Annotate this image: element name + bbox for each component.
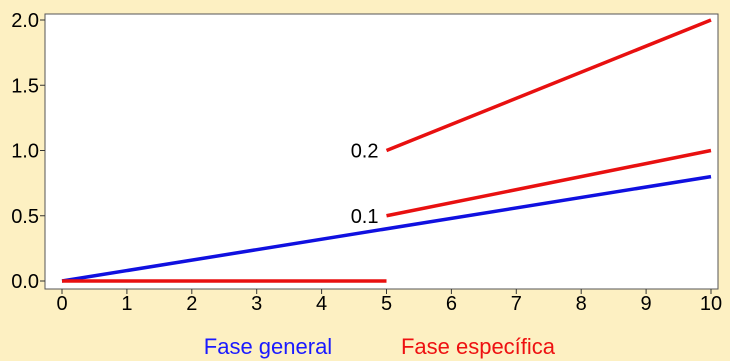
series-line-0 <box>61 174 712 283</box>
y-tick-label: 1.5 <box>11 75 39 97</box>
x-tick-label: 7 <box>511 293 522 315</box>
x-tick-label: 3 <box>251 293 262 315</box>
legend-entry-general: Fase general <box>204 334 332 359</box>
y-tick-label: 0.5 <box>11 206 39 228</box>
y-tick-label: 1.0 <box>11 141 39 163</box>
series-layer <box>61 18 712 283</box>
series-line-3 <box>385 18 712 153</box>
plot-area <box>44 13 719 290</box>
y-axis: 0.0 0.5 1.0 1.5 2.0 <box>11 10 45 293</box>
series-line-2 <box>386 148 712 218</box>
x-tick-label: 2 <box>186 293 197 315</box>
x-axis: 0 1 2 3 4 5 6 7 8 9 10 <box>56 289 722 315</box>
annotations: 0.1 0.2 <box>351 141 379 228</box>
series-label-3: 0.2 <box>351 141 379 163</box>
x-tick-label: 4 <box>316 293 327 315</box>
legend: Fase general Fase específica <box>204 334 556 359</box>
series-label-2: 0.1 <box>351 206 379 228</box>
y-tick-label: 0.0 <box>11 271 39 293</box>
x-tick-label: 8 <box>576 293 587 315</box>
legend-entry-especifica: Fase específica <box>401 334 556 359</box>
x-tick-label: 9 <box>641 293 652 315</box>
x-tick-label: 0 <box>56 293 67 315</box>
x-tick-label: 10 <box>700 293 722 315</box>
y-tick-label: 2.0 <box>11 10 39 32</box>
x-tick-label: 5 <box>381 293 392 315</box>
x-tick-label: 1 <box>121 293 132 315</box>
x-tick-label: 6 <box>446 293 457 315</box>
